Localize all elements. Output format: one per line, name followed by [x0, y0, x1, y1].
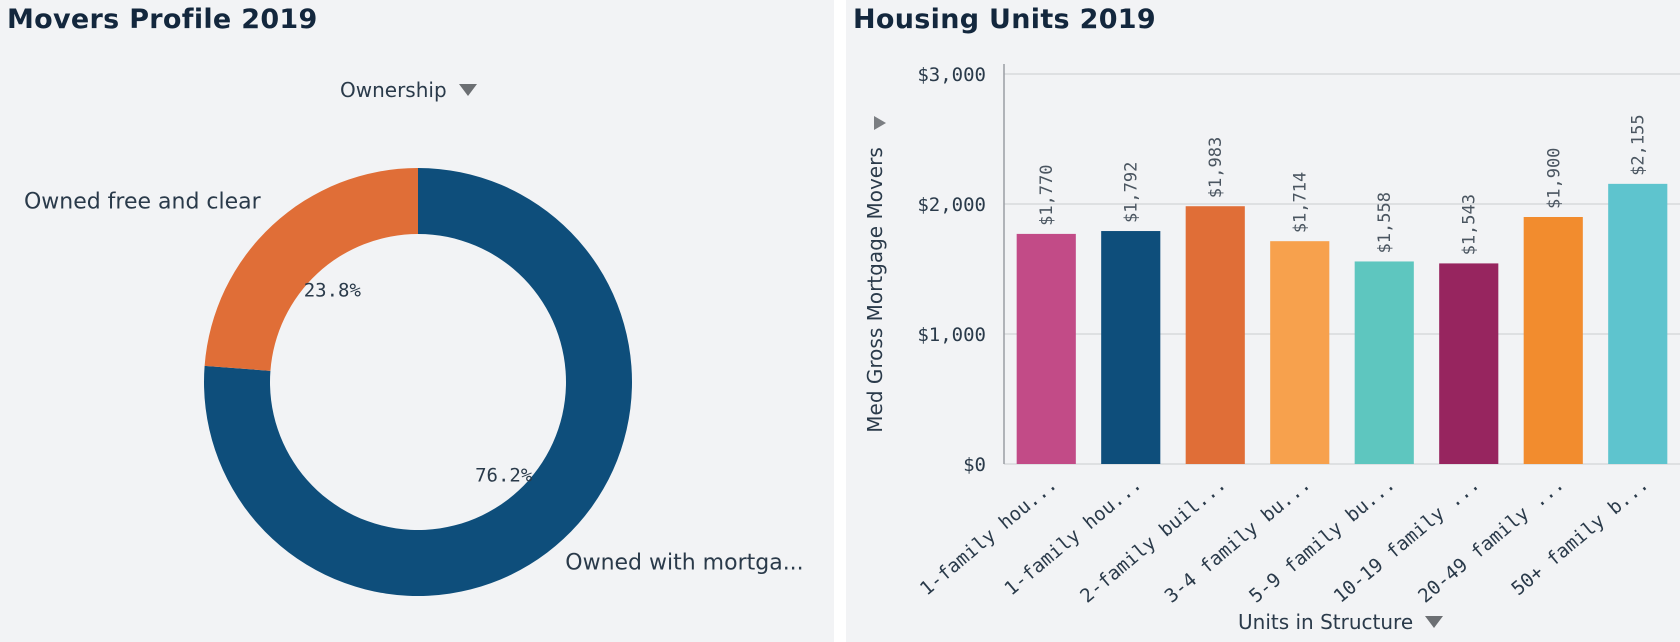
bar[interactable]	[1439, 263, 1499, 464]
dropdown-caret-icon[interactable]	[1425, 616, 1444, 628]
panel-title: Housing Units 2019	[853, 4, 1156, 35]
y-tick-label: $2,000	[917, 194, 986, 216]
bar[interactable]	[1354, 261, 1414, 464]
x-tick-label: 3-4 family bu...	[1161, 473, 1315, 608]
donut-slice[interactable]	[204, 168, 632, 596]
x-tick-label: 1-family hou...	[916, 473, 1062, 600]
dimension-label: Ownership	[340, 78, 447, 102]
y-axis-title: Med Gross Mortgage Movers	[863, 147, 887, 432]
bar[interactable]	[1185, 206, 1245, 464]
y-tick-label: $0	[963, 454, 986, 476]
bar-chart: Med Gross Mortgage Movers $0 $1,000 $2,000…	[863, 64, 1680, 608]
bar-value-label: $1,543	[1460, 194, 1480, 255]
bar[interactable]	[1270, 241, 1330, 464]
x-tick-label: 1-family hou...	[1000, 473, 1146, 600]
bar-value-label: $1,983	[1206, 137, 1226, 198]
bar-value-label: $2,155	[1629, 114, 1649, 175]
housing-units-panel: Housing Units 2019 Units in Structure Me…	[846, 0, 1680, 642]
y-tick-label: $1,000	[917, 324, 986, 346]
bar-value-label: $1,714	[1291, 172, 1311, 233]
donut-slice[interactable]	[204, 168, 418, 371]
slice-percent-label: 76.2%	[475, 464, 533, 486]
bar-value-label: $1,770	[1037, 164, 1057, 225]
x-tick-label: 20-49 family ...	[1414, 473, 1568, 608]
bar[interactable]	[1523, 217, 1583, 464]
x-tick-label: 2-family buil...	[1076, 473, 1230, 608]
panel-title: Movers Profile 2019	[7, 4, 318, 35]
bar[interactable]	[1101, 231, 1161, 464]
dropdown-caret-icon[interactable]	[458, 84, 477, 96]
movers-profile-panel: Movers Profile 2019 Ownership 76.2% Owned…	[0, 0, 834, 642]
units-dimension-selector[interactable]: Units in Structure	[1238, 610, 1444, 634]
dimension-label: Units in Structure	[1238, 610, 1414, 634]
donut-chart: 76.2% Owned with mortga... 23.8% Owned free…	[24, 168, 804, 596]
bar-value-label: $1,900	[1544, 148, 1564, 209]
slice-percent-label: 23.8%	[304, 280, 362, 302]
y-tick-label: $3,000	[917, 64, 986, 86]
x-tick-label: 10-19 family ...	[1330, 473, 1484, 608]
bar-value-label: $1,792	[1122, 162, 1142, 223]
bar[interactable]	[1016, 233, 1076, 464]
bar-value-label: $1,558	[1375, 192, 1395, 253]
play-right-icon[interactable]	[874, 116, 886, 130]
slice-category-label: Owned with mortga...	[565, 550, 803, 575]
bar[interactable]	[1608, 183, 1668, 464]
slice-category-label: Owned free and clear	[24, 190, 262, 215]
ownership-dimension-selector[interactable]: Ownership	[340, 78, 477, 102]
x-tick-label: 5-9 family bu...	[1245, 473, 1399, 608]
x-tick-label: 50+ family b...	[1507, 473, 1653, 600]
